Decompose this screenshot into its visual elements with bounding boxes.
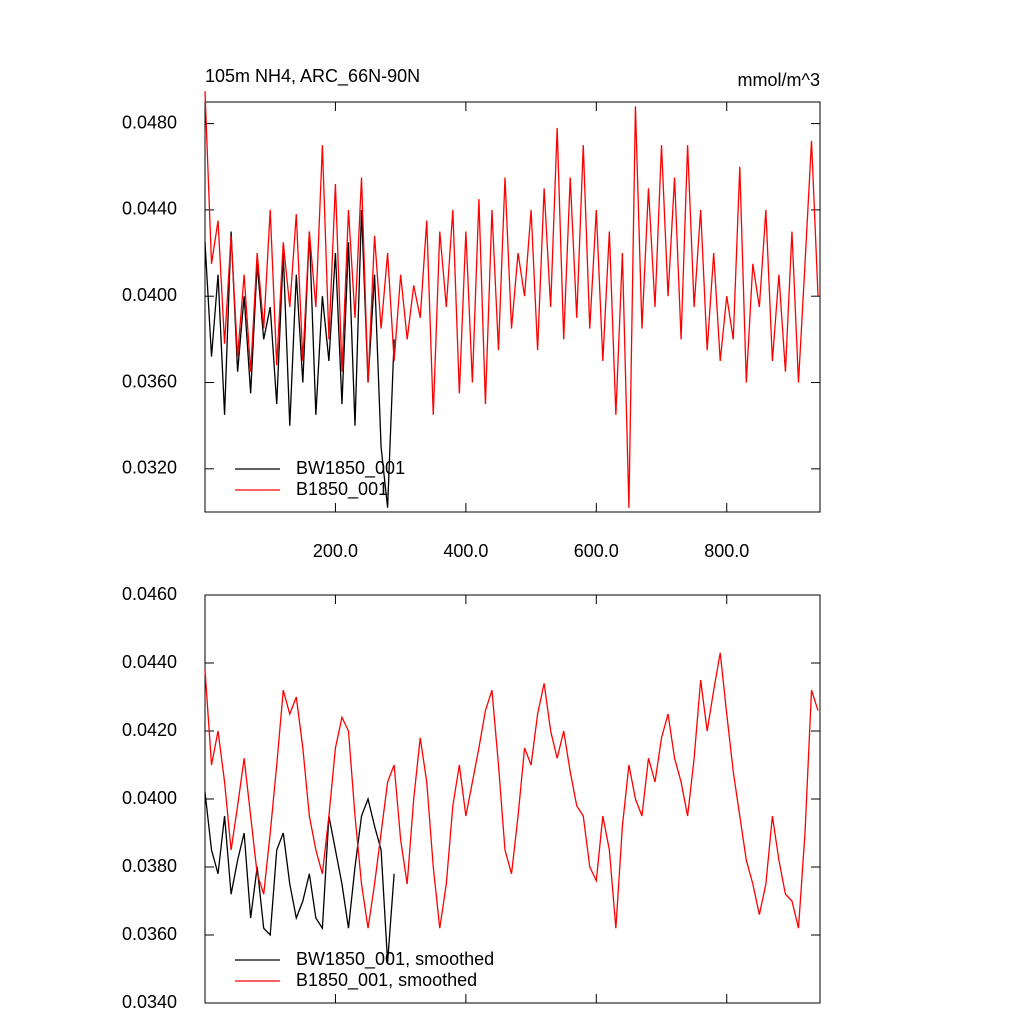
y-tick-label: 0.0400 — [122, 788, 177, 808]
y-tick-label: 0.0360 — [122, 924, 177, 944]
y-tick-label: 0.0320 — [122, 458, 177, 478]
y-tick-label: 0.0360 — [122, 371, 177, 391]
y-tick-label: 0.0440 — [122, 199, 177, 219]
plot-frame — [204, 101, 821, 513]
series-line — [204, 792, 395, 963]
legend-label: BW1850_001 — [296, 458, 405, 479]
chart-title: 105m NH4, ARC_66N-90N — [205, 66, 420, 87]
plot-frame — [204, 594, 821, 1004]
legend-label: B1850_001 — [296, 479, 388, 500]
y-tick-label: 0.0400 — [122, 285, 177, 305]
y-tick-label: 0.0420 — [122, 720, 177, 740]
x-tick-label: 200.0 — [313, 541, 358, 561]
x-tick-label: 800.0 — [704, 541, 749, 561]
x-tick-label: 600.0 — [574, 541, 619, 561]
units-label: mmol/m^3 — [738, 70, 820, 90]
legend-label: B1850_001, smoothed — [296, 970, 477, 991]
legend-label: BW1850_001, smoothed — [296, 949, 494, 970]
y-tick-label: 0.0480 — [122, 112, 177, 132]
y-tick-label: 0.0460 — [122, 584, 177, 604]
series-line — [204, 652, 819, 929]
y-tick-label: 0.0340 — [122, 992, 177, 1012]
series-line — [204, 91, 819, 508]
y-tick-label: 0.0440 — [122, 652, 177, 672]
y-tick-label: 0.0380 — [122, 856, 177, 876]
x-tick-label: 400.0 — [443, 541, 488, 561]
